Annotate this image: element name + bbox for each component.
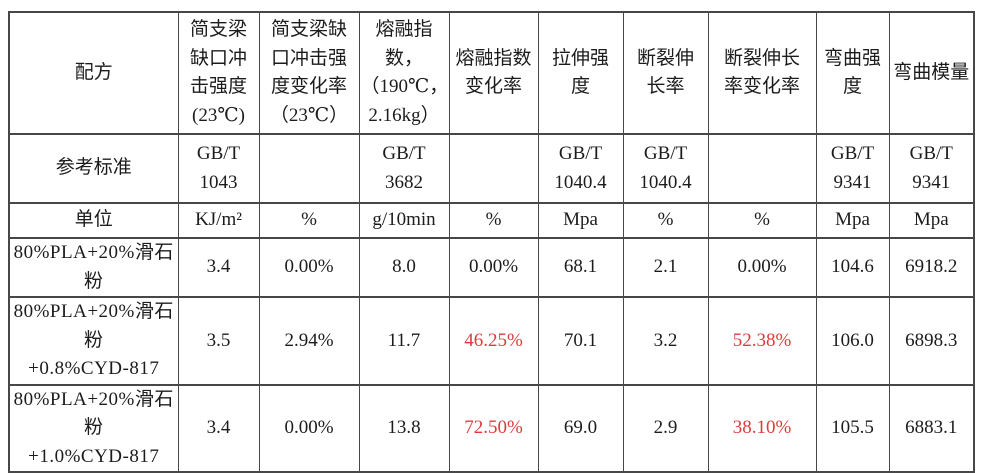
- cell: [258, 133, 360, 204]
- cell: 2.9: [622, 383, 709, 473]
- cell: 104.6: [815, 237, 890, 298]
- cell: 13.8: [358, 383, 450, 473]
- cell: Mpa: [537, 202, 624, 239]
- unit-row: 单位 KJ/m² % g/10min % Mpa % % Mpa Mpa: [8, 202, 975, 239]
- cell: Mpa: [888, 202, 975, 239]
- cell: 106.0: [815, 296, 890, 386]
- data-row-pla-talc-1.0-cyd817: 80%PLA+20%滑石粉 +1.0%CYD-817 3.4 0.00% 13.…: [8, 383, 975, 473]
- header-melt-index: 熔融指 数， （190℃， 2.16kg）: [358, 11, 450, 135]
- material-properties-table: 配方 简支梁 缺口冲 击强度 (23℃) 简支梁缺 口冲击强 度变化率 （23℃…: [8, 11, 975, 473]
- cell: 3.5: [177, 296, 260, 386]
- reference-standard-row: 参考标准 GB/T 1043 GB/T 3682 GB/T 1040.4 GB/…: [8, 133, 975, 204]
- cell: [448, 133, 539, 204]
- cell: GB/T 9341: [815, 133, 890, 204]
- cell: %: [258, 202, 360, 239]
- row-label: 参考标准: [8, 133, 179, 204]
- cell: KJ/m²: [177, 202, 260, 239]
- cell: 2.1: [622, 237, 709, 298]
- cell: 69.0: [537, 383, 624, 473]
- cell: 70.1: [537, 296, 624, 386]
- cell: 0.00%: [448, 237, 539, 298]
- cell: 3.4: [177, 383, 260, 473]
- header-impact-strength: 简支梁 缺口冲 击强度 (23℃): [177, 11, 260, 135]
- cell: 11.7: [358, 296, 450, 386]
- header-melt-index-change: 熔融指数 变化率: [448, 11, 539, 135]
- data-row-pla-talc-0.8-cyd817: 80%PLA+20%滑石粉 +0.8%CYD-817 3.5 2.94% 11.…: [8, 296, 975, 386]
- header-bending-modulus: 弯曲模量: [888, 11, 975, 135]
- cell: %: [622, 202, 709, 239]
- cell: GB/T 1040.4: [537, 133, 624, 204]
- cell: GB/T 1040.4: [622, 133, 709, 204]
- cell: 0.00%: [707, 237, 817, 298]
- data-row-pla-talc: 80%PLA+20%滑石粉 3.4 0.00% 8.0 0.00% 68.1 2…: [8, 237, 975, 298]
- header-elongation-change: 断裂伸长 率变化率: [707, 11, 817, 135]
- cell: 3.4: [177, 237, 260, 298]
- highlighted-cell: 38.10%: [707, 383, 817, 473]
- cell: 0.00%: [258, 237, 360, 298]
- header-elongation: 断裂伸 长率: [622, 11, 709, 135]
- cell: %: [707, 202, 817, 239]
- header-tensile-strength: 拉伸强 度: [537, 11, 624, 135]
- formula-label: 80%PLA+20%滑石粉: [8, 237, 179, 298]
- cell: g/10min: [358, 202, 450, 239]
- formula-label: 80%PLA+20%滑石粉 +0.8%CYD-817: [8, 296, 179, 386]
- cell: 2.94%: [258, 296, 360, 386]
- cell: 3.2: [622, 296, 709, 386]
- highlighted-cell: 52.38%: [707, 296, 817, 386]
- cell: 8.0: [358, 237, 450, 298]
- cell: 6918.2: [888, 237, 975, 298]
- cell: Mpa: [815, 202, 890, 239]
- cell: 6883.1: [888, 383, 975, 473]
- formula-label: 80%PLA+20%滑石粉 +1.0%CYD-817: [8, 383, 179, 473]
- cell: 105.5: [815, 383, 890, 473]
- cell: %: [448, 202, 539, 239]
- cell: 0.00%: [258, 383, 360, 473]
- header-row: 配方 简支梁 缺口冲 击强度 (23℃) 简支梁缺 口冲击强 度变化率 （23℃…: [8, 11, 975, 135]
- row-label: 单位: [8, 202, 179, 239]
- header-bending-strength: 弯曲强 度: [815, 11, 890, 135]
- cell: GB/T 3682: [358, 133, 450, 204]
- cell: 68.1: [537, 237, 624, 298]
- properties-table: 配方 简支梁 缺口冲 击强度 (23℃) 简支梁缺 口冲击强 度变化率 （23℃…: [8, 11, 975, 473]
- header-impact-strength-change: 简支梁缺 口冲击强 度变化率 （23℃）: [258, 11, 360, 135]
- highlighted-cell: 46.25%: [448, 296, 539, 386]
- cell: 6898.3: [888, 296, 975, 386]
- cell: GB/T 1043: [177, 133, 260, 204]
- cell: GB/T 9341: [888, 133, 975, 204]
- header-formula: 配方: [8, 11, 179, 135]
- cell: [707, 133, 817, 204]
- highlighted-cell: 72.50%: [448, 383, 539, 473]
